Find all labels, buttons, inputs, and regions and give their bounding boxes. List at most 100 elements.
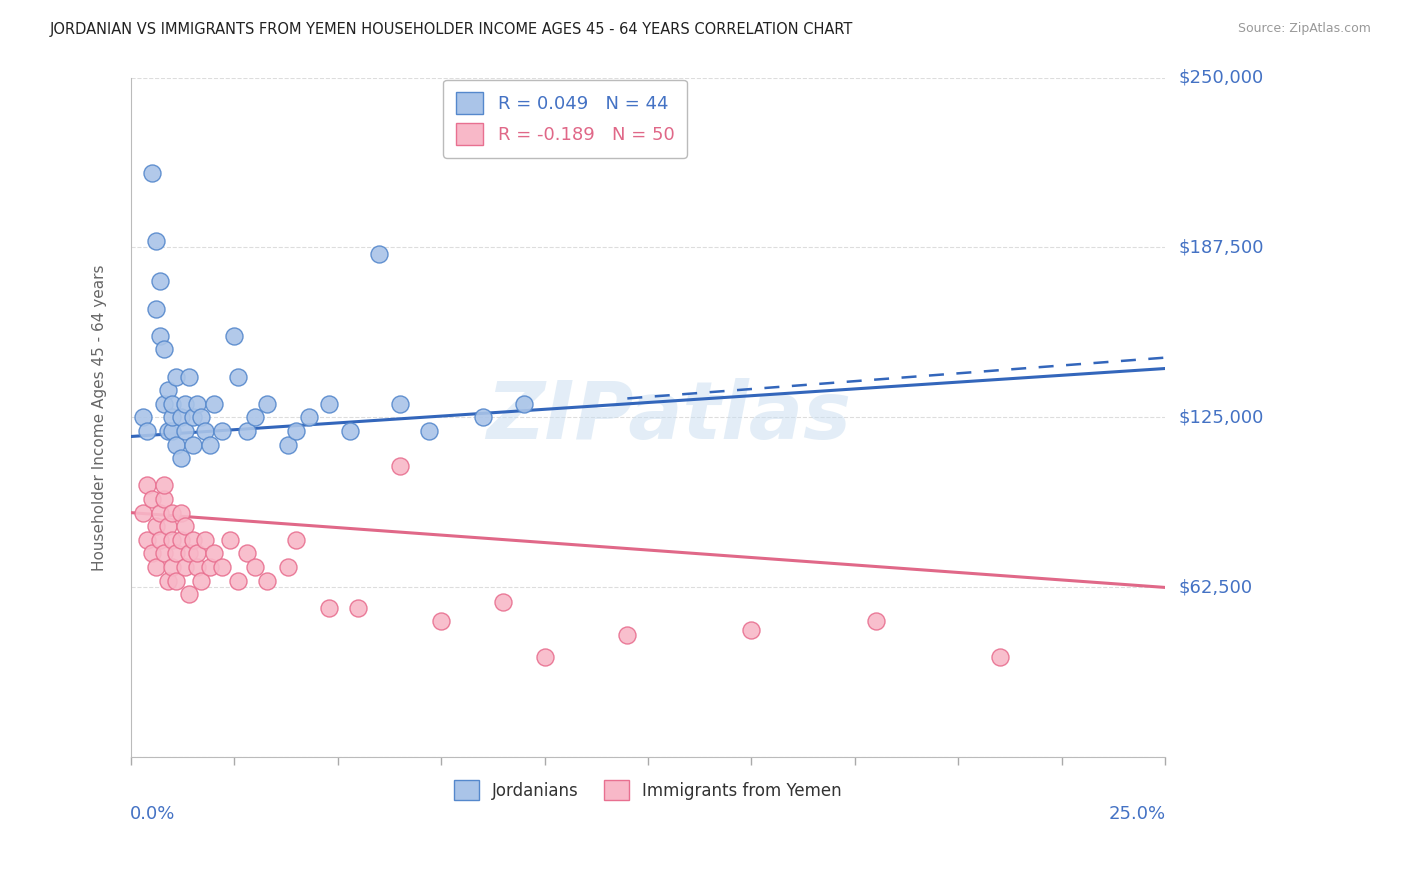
- Point: [162, 424, 184, 438]
- Point: [219, 533, 242, 547]
- Point: [430, 615, 453, 629]
- Point: [243, 560, 266, 574]
- Point: [169, 410, 191, 425]
- Point: [492, 595, 515, 609]
- Point: [162, 410, 184, 425]
- Point: [236, 424, 259, 438]
- Point: [173, 560, 195, 574]
- Point: [198, 437, 221, 451]
- Point: [157, 519, 180, 533]
- Point: [153, 491, 176, 506]
- Point: [153, 478, 176, 492]
- Point: [153, 546, 176, 560]
- Point: [211, 560, 233, 574]
- Point: [194, 424, 217, 438]
- Point: [149, 533, 172, 547]
- Point: [149, 275, 172, 289]
- Point: [190, 574, 212, 588]
- Point: [285, 424, 308, 438]
- Point: [169, 451, 191, 466]
- Point: [177, 369, 200, 384]
- Point: [145, 234, 167, 248]
- Point: [173, 519, 195, 533]
- Point: [145, 560, 167, 574]
- Point: [162, 506, 184, 520]
- Point: [177, 587, 200, 601]
- Y-axis label: Householder Income Ages 45 - 64 years: Householder Income Ages 45 - 64 years: [93, 264, 107, 571]
- Point: [169, 506, 191, 520]
- Point: [198, 560, 221, 574]
- Point: [165, 369, 187, 384]
- Point: [186, 560, 208, 574]
- Point: [162, 533, 184, 547]
- Point: [141, 166, 163, 180]
- Point: [165, 437, 187, 451]
- Point: [616, 628, 638, 642]
- Point: [149, 506, 172, 520]
- Text: 25.0%: 25.0%: [1109, 805, 1166, 823]
- Point: [277, 560, 299, 574]
- Text: 0.0%: 0.0%: [129, 805, 176, 823]
- Point: [181, 437, 204, 451]
- Text: Source: ZipAtlas.com: Source: ZipAtlas.com: [1237, 22, 1371, 36]
- Point: [186, 546, 208, 560]
- Point: [865, 615, 887, 629]
- Point: [157, 384, 180, 398]
- Point: [177, 546, 200, 560]
- Point: [298, 410, 321, 425]
- Point: [236, 546, 259, 560]
- Point: [136, 533, 159, 547]
- Point: [173, 424, 195, 438]
- Point: [162, 397, 184, 411]
- Point: [132, 506, 155, 520]
- Text: ZIPatlas: ZIPatlas: [486, 378, 851, 457]
- Point: [202, 397, 225, 411]
- Point: [190, 410, 212, 425]
- Point: [256, 574, 278, 588]
- Point: [211, 424, 233, 438]
- Point: [988, 649, 1011, 664]
- Point: [202, 546, 225, 560]
- Point: [136, 478, 159, 492]
- Legend: Jordanians, Immigrants from Yemen: Jordanians, Immigrants from Yemen: [447, 773, 849, 807]
- Point: [153, 343, 176, 357]
- Point: [194, 533, 217, 547]
- Point: [228, 369, 250, 384]
- Point: [162, 560, 184, 574]
- Point: [740, 623, 762, 637]
- Text: JORDANIAN VS IMMIGRANTS FROM YEMEN HOUSEHOLDER INCOME AGES 45 - 64 YEARS CORRELA: JORDANIAN VS IMMIGRANTS FROM YEMEN HOUSE…: [49, 22, 852, 37]
- Point: [256, 397, 278, 411]
- Text: $187,500: $187,500: [1180, 238, 1264, 257]
- Text: $62,500: $62,500: [1180, 578, 1253, 597]
- Point: [132, 410, 155, 425]
- Point: [368, 247, 391, 261]
- Point: [339, 424, 361, 438]
- Point: [513, 397, 536, 411]
- Point: [347, 600, 370, 615]
- Text: $125,000: $125,000: [1180, 409, 1264, 426]
- Point: [224, 329, 246, 343]
- Point: [181, 533, 204, 547]
- Point: [533, 649, 555, 664]
- Point: [169, 533, 191, 547]
- Point: [318, 397, 340, 411]
- Point: [388, 459, 411, 474]
- Point: [277, 437, 299, 451]
- Point: [141, 546, 163, 560]
- Point: [173, 397, 195, 411]
- Point: [145, 519, 167, 533]
- Text: $250,000: $250,000: [1180, 69, 1264, 87]
- Point: [165, 546, 187, 560]
- Point: [388, 397, 411, 411]
- Point: [145, 301, 167, 316]
- Point: [181, 410, 204, 425]
- Point: [471, 410, 494, 425]
- Point: [243, 410, 266, 425]
- Point: [136, 424, 159, 438]
- Point: [157, 574, 180, 588]
- Point: [318, 600, 340, 615]
- Point: [149, 329, 172, 343]
- Point: [157, 424, 180, 438]
- Point: [228, 574, 250, 588]
- Point: [141, 491, 163, 506]
